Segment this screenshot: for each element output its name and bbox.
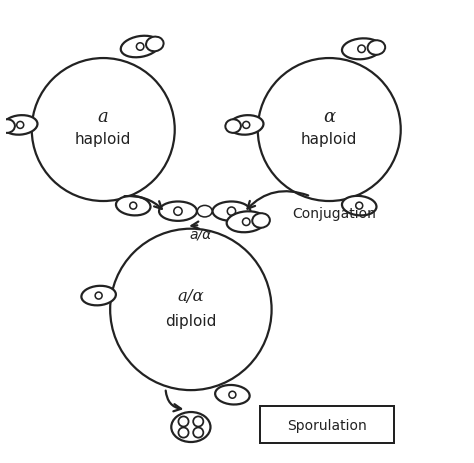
Ellipse shape bbox=[215, 385, 250, 405]
Circle shape bbox=[110, 229, 272, 390]
Ellipse shape bbox=[252, 214, 270, 228]
Text: a/α: a/α bbox=[189, 227, 211, 241]
Ellipse shape bbox=[342, 39, 381, 60]
Ellipse shape bbox=[197, 206, 212, 218]
Ellipse shape bbox=[146, 38, 164, 52]
Ellipse shape bbox=[367, 41, 385, 56]
Ellipse shape bbox=[159, 202, 197, 221]
Ellipse shape bbox=[121, 37, 160, 58]
Text: diploid: diploid bbox=[165, 314, 217, 329]
Ellipse shape bbox=[227, 212, 266, 233]
Text: Sporulation: Sporulation bbox=[287, 418, 367, 432]
Ellipse shape bbox=[229, 116, 264, 135]
Ellipse shape bbox=[0, 120, 15, 133]
Ellipse shape bbox=[171, 412, 210, 442]
Bar bbox=[260, 407, 394, 443]
Ellipse shape bbox=[212, 202, 250, 221]
Ellipse shape bbox=[116, 196, 150, 216]
Ellipse shape bbox=[225, 120, 241, 133]
Ellipse shape bbox=[342, 196, 376, 216]
Ellipse shape bbox=[3, 116, 37, 135]
Circle shape bbox=[258, 59, 401, 201]
Text: α: α bbox=[323, 107, 335, 125]
Text: a/α: a/α bbox=[177, 288, 204, 304]
Text: haploid: haploid bbox=[75, 132, 131, 147]
Text: a: a bbox=[98, 107, 109, 125]
Ellipse shape bbox=[82, 286, 116, 306]
Text: Conjugation: Conjugation bbox=[292, 206, 376, 220]
Text: haploid: haploid bbox=[301, 132, 357, 147]
Circle shape bbox=[32, 59, 175, 201]
